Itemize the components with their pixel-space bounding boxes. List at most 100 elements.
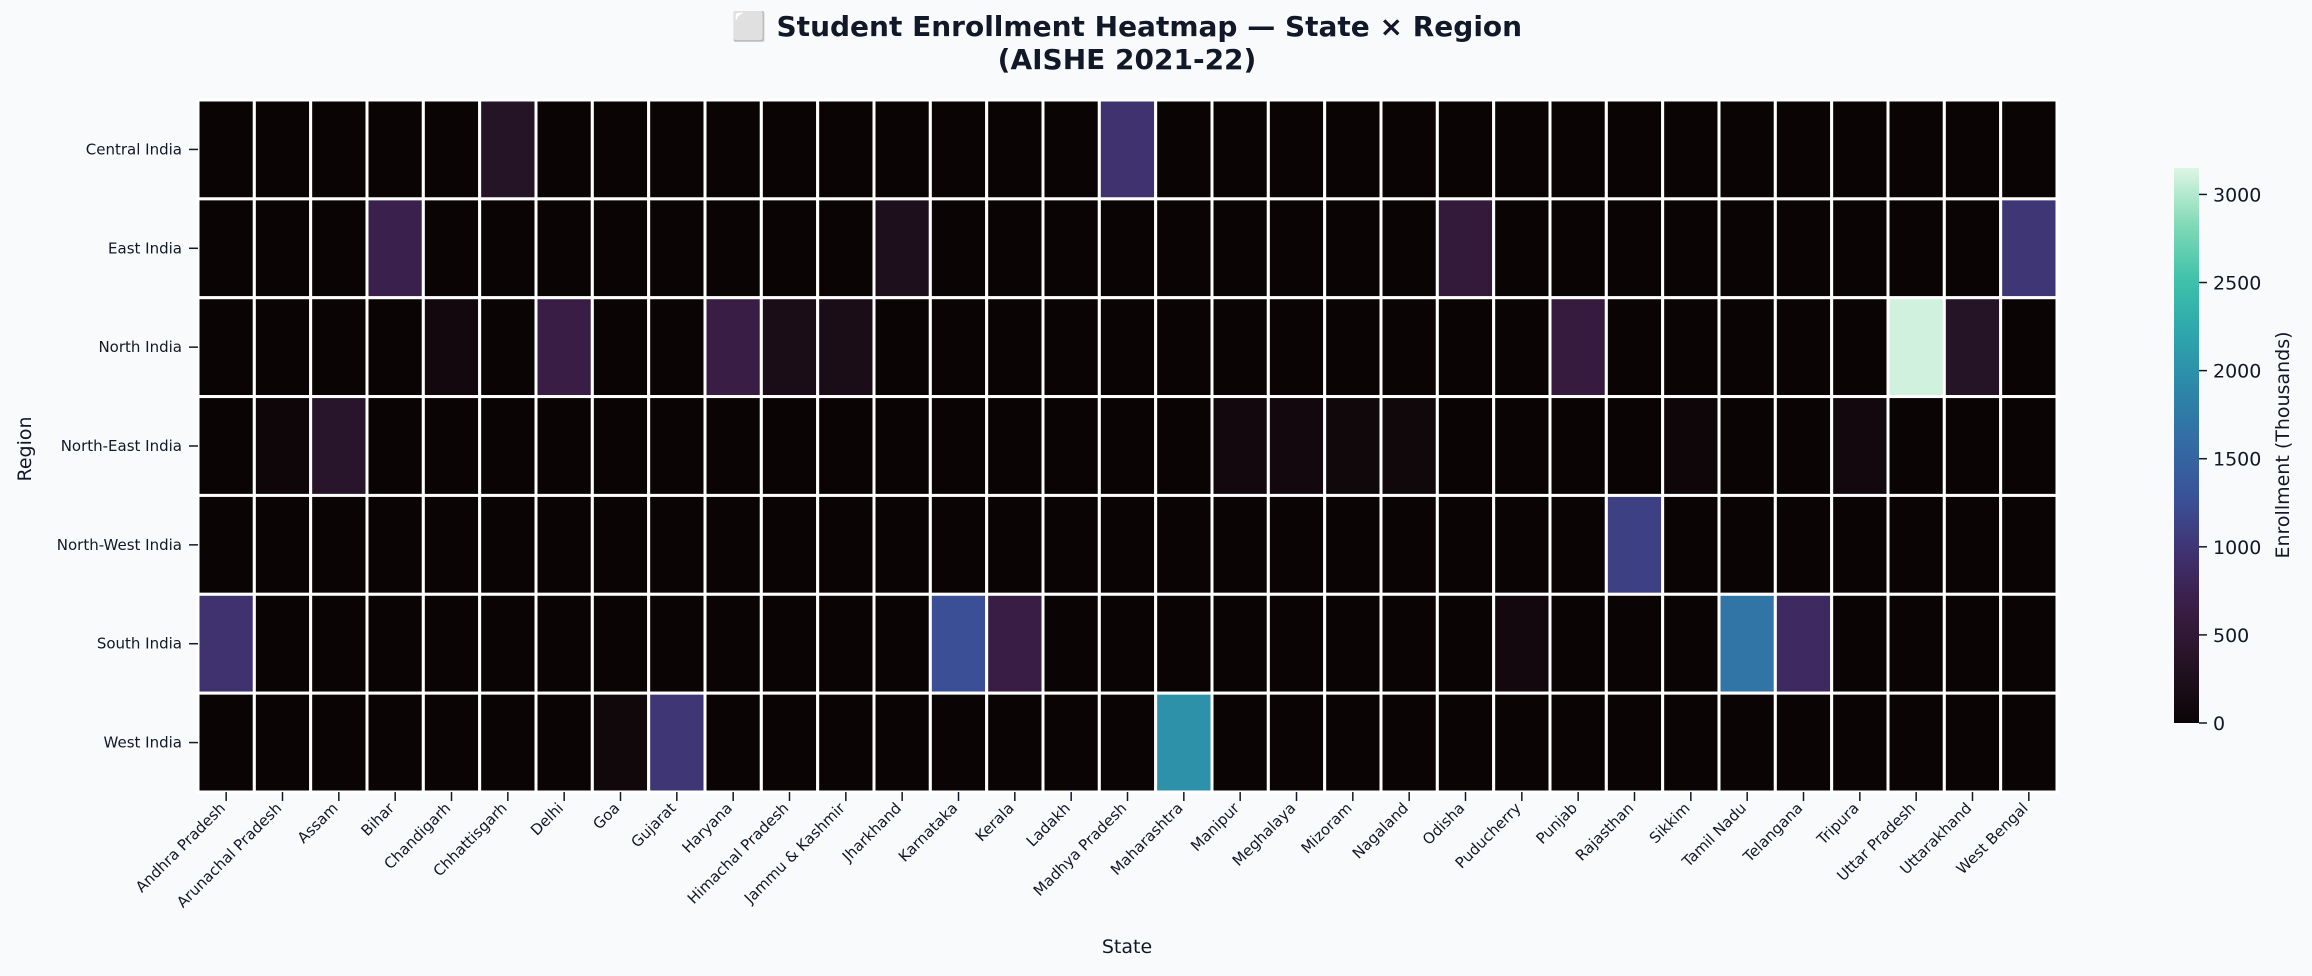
heatmap-cell <box>647 296 707 399</box>
heatmap-cell <box>1604 493 1665 596</box>
heatmap-cell <box>1041 98 1101 201</box>
heatmap-cell <box>816 98 876 201</box>
heatmap-cell <box>872 98 932 201</box>
heatmap-cell <box>1548 296 1608 399</box>
heatmap-cell <box>1154 493 1214 596</box>
heatmap-cell <box>1154 98 1214 201</box>
heatmap-cell <box>816 395 876 497</box>
heatmap-cell <box>196 395 256 497</box>
heatmap-cell <box>1717 395 1777 497</box>
heatmap-cell <box>534 98 594 201</box>
heatmap-cell <box>1999 395 2059 497</box>
heatmap-cell <box>1999 197 2059 300</box>
heatmap-cell <box>1830 296 1890 399</box>
heatmap-cell <box>1097 98 1158 201</box>
heatmap-cell <box>1210 296 1270 399</box>
heatmap-cell <box>478 296 538 399</box>
x-tick-label: Mizoram <box>1298 799 1356 857</box>
heatmap-cell <box>1999 98 2059 201</box>
heatmap-cell <box>252 296 313 399</box>
heatmap-cell <box>985 395 1045 497</box>
colorbar-tick-label: 1000 <box>2213 537 2261 559</box>
heatmap-cell <box>1323 98 1383 201</box>
heatmap-cell <box>1773 592 1834 695</box>
heatmap-cell <box>1604 592 1665 695</box>
heatmap-cell <box>1773 493 1834 596</box>
heatmap-cell <box>1830 493 1890 596</box>
heatmap-cell <box>421 493 482 596</box>
heatmap-cell <box>590 197 651 300</box>
heatmap-cell <box>1379 691 1439 794</box>
heatmap-cell <box>1999 592 2059 695</box>
heatmap-cell <box>421 395 482 497</box>
heatmap-cell <box>196 493 256 596</box>
heatmap-cell <box>703 197 763 300</box>
heatmap-cell <box>309 395 369 497</box>
heatmap-cell <box>1041 493 1101 596</box>
heatmap-cell <box>478 592 538 695</box>
heatmap-cell <box>759 493 820 596</box>
heatmap-cell <box>1717 592 1777 695</box>
heatmap-cell <box>1097 493 1158 596</box>
heatmap-cell <box>1942 197 2003 300</box>
heatmap-cell <box>985 691 1045 794</box>
heatmap-cell <box>365 197 425 300</box>
x-tick-label: Punjab <box>1532 799 1581 848</box>
heatmap-cell <box>478 98 538 201</box>
heatmap-cell <box>985 98 1045 201</box>
heatmap-cell <box>365 296 425 399</box>
heatmap-cell <box>872 395 932 497</box>
heatmap-cells <box>196 98 2059 794</box>
heatmap-cell <box>1548 592 1608 695</box>
heatmap-cell <box>1604 98 1665 201</box>
heatmap-cell <box>985 592 1045 695</box>
heatmap-cell <box>1097 197 1158 300</box>
y-tick-label: North-West India <box>57 536 182 554</box>
heatmap-cell <box>252 197 313 300</box>
heatmap-cell <box>1210 592 1270 695</box>
y-tick-label: Central India <box>86 140 182 158</box>
heatmap-cell <box>928 98 989 201</box>
heatmap-cell <box>1435 592 1496 695</box>
heatmap-cell <box>1379 493 1439 596</box>
heatmap-cell <box>1266 395 1327 497</box>
chart-title-line1: ⬜ Student Enrollment Heatmap — State × R… <box>732 10 1522 43</box>
heatmap-cell <box>985 197 1045 300</box>
heatmap-cell <box>421 197 482 300</box>
heatmap-cell <box>1210 98 1270 201</box>
heatmap-cell <box>1435 98 1496 201</box>
x-tick-label: Kerala <box>972 799 1018 845</box>
heatmap-cell <box>365 395 425 497</box>
heatmap-cell <box>1830 691 1890 794</box>
heatmap-cell <box>1435 691 1496 794</box>
heatmap-cell <box>1604 296 1665 399</box>
heatmap-cell <box>534 592 594 695</box>
heatmap-cell <box>1717 98 1777 201</box>
heatmap-cell <box>1999 296 2059 399</box>
heatmap-cell <box>1266 98 1327 201</box>
heatmap-cell <box>1379 197 1439 300</box>
heatmap-cell <box>1942 98 2003 201</box>
heatmap-cell <box>928 493 989 596</box>
heatmap-cell <box>1323 395 1383 497</box>
heatmap-cell <box>365 98 425 201</box>
heatmap-cell <box>816 296 876 399</box>
heatmap-cell <box>647 691 707 794</box>
heatmap-cell <box>703 493 763 596</box>
heatmap-cell <box>1435 493 1496 596</box>
y-tick-label: North-East India <box>61 437 182 455</box>
heatmap-cell <box>1886 592 1946 695</box>
x-tick-label: Gujarat <box>628 799 680 851</box>
heatmap-cell <box>928 296 989 399</box>
heatmap-cell <box>1379 98 1439 201</box>
heatmap-cell <box>703 395 763 497</box>
heatmap-cell <box>816 493 876 596</box>
heatmap-cell <box>421 296 482 399</box>
heatmap-cell <box>647 592 707 695</box>
heatmap-cell <box>1548 395 1608 497</box>
heatmap-cell <box>1323 296 1383 399</box>
heatmap-cell <box>1323 691 1383 794</box>
x-tick-label: Delhi <box>527 799 567 839</box>
